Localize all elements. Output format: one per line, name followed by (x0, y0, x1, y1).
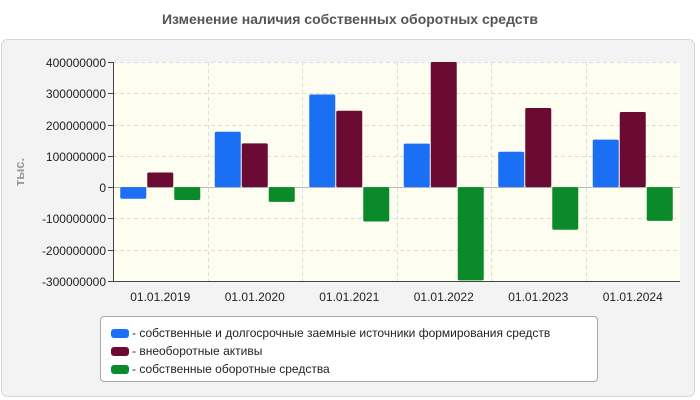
x-tick-label: 01.01.2021 (319, 290, 379, 304)
bar-3 (268, 187, 295, 202)
legend-swatch (111, 328, 129, 338)
bar-2 (430, 62, 457, 188)
legend-item: - внеоборотные активы (111, 342, 597, 360)
bar-1 (403, 143, 430, 188)
chart-title: Изменение наличия собственных оборотных … (161, 11, 539, 27)
x-tick-label: 01.01.2020 (225, 290, 285, 304)
bar-1 (309, 94, 336, 188)
legend-swatch (111, 346, 129, 356)
bar-2 (619, 112, 646, 188)
plot-area (113, 62, 680, 281)
y-axis-label: тыс. (12, 158, 27, 186)
bar-1 (214, 131, 241, 188)
legend: - собственные и долгосрочные заемные ист… (100, 316, 598, 382)
y-tick-label: 300000000 (46, 87, 106, 101)
bar-2 (147, 172, 174, 188)
bar-1 (592, 139, 619, 188)
legend-item: - собственные и долгосрочные заемные ист… (111, 324, 597, 342)
x-tick-label: 01.01.2019 (130, 290, 190, 304)
bar-2 (241, 143, 268, 188)
y-tick-label: 0 (99, 181, 106, 195)
legend-swatch (111, 364, 129, 374)
y-tick-label: -300000000 (42, 275, 106, 289)
axes: 400000000 300000000 200000000 100000000 0 -10… (42, 56, 680, 304)
y-tick-label: 100000000 (46, 150, 106, 164)
legend-label: - внеоборотные активы (132, 344, 263, 358)
bars (120, 62, 673, 281)
bar-1 (120, 187, 147, 199)
legend-label: - собственные и долгосрочные заемные ист… (132, 326, 551, 340)
bar-3 (646, 187, 673, 221)
bar-2 (525, 107, 552, 188)
y-tick-label: -200000000 (42, 244, 106, 258)
x-tick-label: 01.01.2024 (603, 290, 663, 304)
bar-2 (336, 110, 363, 188)
y-tick-label: -100000000 (42, 212, 106, 226)
y-tick-label: 200000000 (46, 119, 106, 133)
legend-item: - собственные оборотные средства (111, 360, 597, 378)
bar-3 (174, 187, 201, 200)
legend-label: - собственные оборотные средства (132, 362, 330, 376)
bar-1 (498, 151, 525, 188)
bar-3 (552, 187, 579, 230)
y-tick-label: 400000000 (46, 56, 106, 70)
bar-3 (363, 187, 390, 222)
bar-3 (457, 187, 484, 281)
x-tick-label: 01.01.2023 (508, 290, 568, 304)
x-tick-label: 01.01.2022 (414, 290, 474, 304)
